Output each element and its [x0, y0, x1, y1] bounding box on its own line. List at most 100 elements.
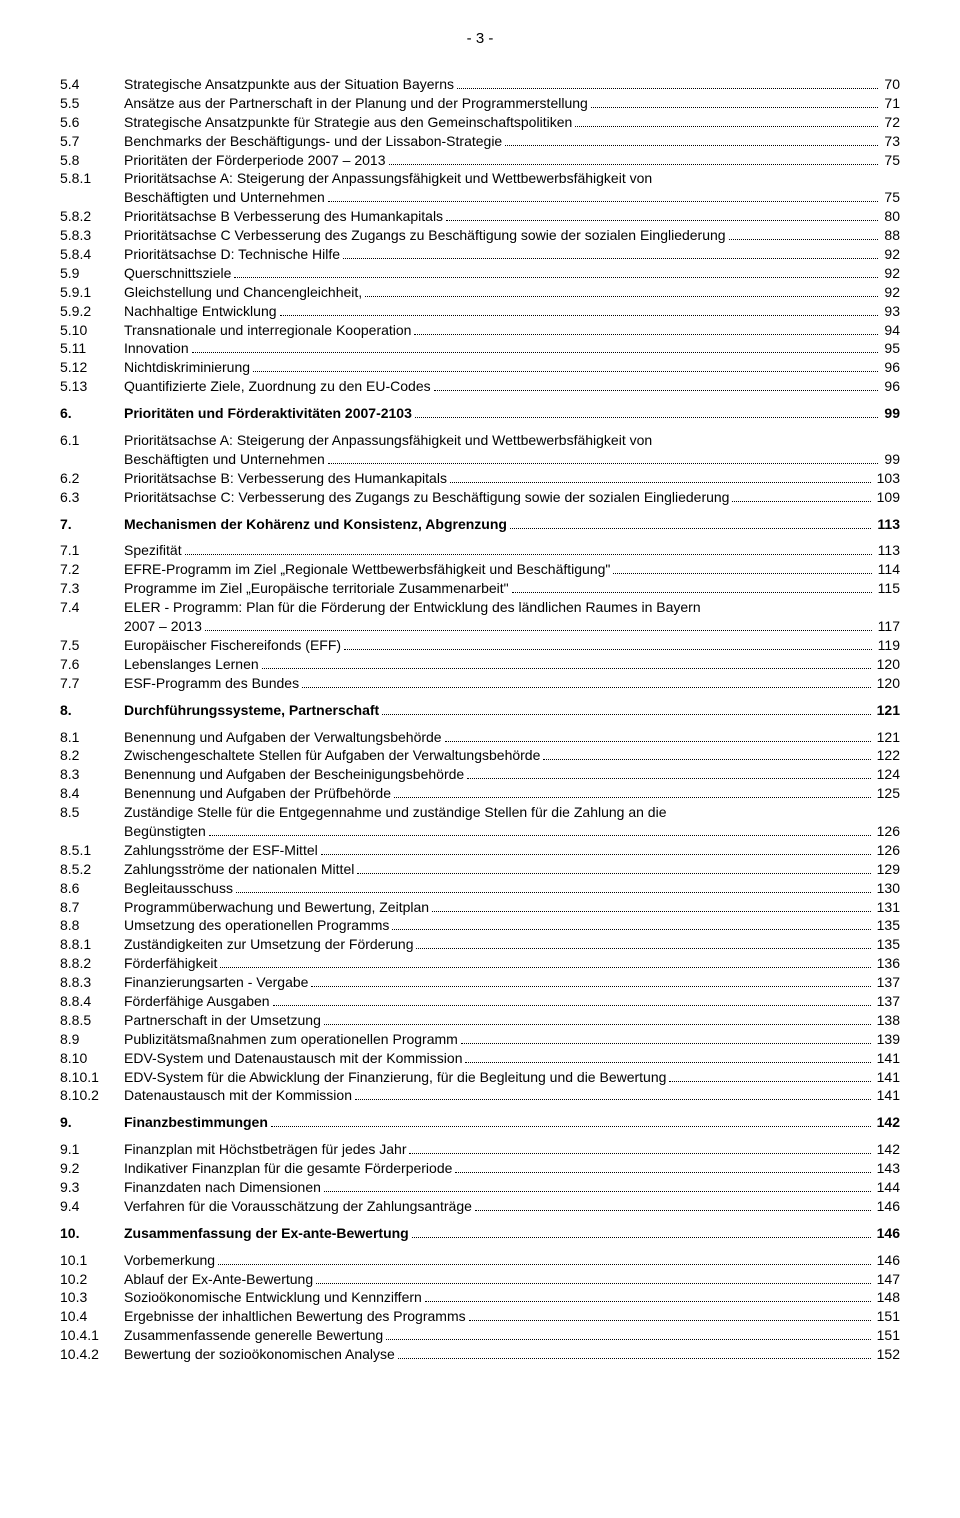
toc-entry: 5.11Innovation95 [60, 339, 900, 358]
toc-entry: 8.2Zwischengeschaltete Stellen für Aufga… [60, 746, 900, 765]
toc-leader [234, 267, 878, 278]
toc-leader [432, 901, 871, 912]
toc-title: Prioritätsachse A: Steigerung der Anpass… [124, 169, 652, 188]
toc-leader [455, 1162, 870, 1173]
toc-leader [253, 362, 878, 373]
toc-page: 73 [882, 132, 900, 151]
toc-entry: 6.3Prioritätsachse C: Verbesserung des Z… [60, 488, 900, 507]
toc-entry: 10.4.1Zusammenfassende generelle Bewertu… [60, 1326, 900, 1345]
toc-title: Prioritätsachse D: Technische Hilfe [124, 245, 340, 264]
toc-title: Sozioökonomische Entwicklung und Kennzif… [124, 1288, 422, 1307]
toc-entry-continuation: Beschäftigten und Unternehmen99 [60, 450, 900, 469]
toc-entry: 8.6Begleitausschuss130 [60, 879, 900, 898]
toc-leader [382, 704, 870, 715]
toc-entry: 9.1Finanzplan mit Höchstbeträgen für jed… [60, 1140, 900, 1159]
toc-page: 138 [875, 1011, 900, 1030]
toc-page: 96 [882, 358, 900, 377]
toc-page: 120 [875, 674, 900, 693]
toc-leader [316, 1273, 871, 1284]
toc-title: Prioritätsachse C: Verbesserung des Zuga… [124, 488, 729, 507]
toc-number: 7.5 [60, 636, 124, 655]
toc-page: 96 [882, 377, 900, 396]
toc-leader [271, 1117, 871, 1128]
toc-page: 135 [875, 916, 900, 935]
toc-page: 130 [875, 879, 900, 898]
toc-number: 10.4.1 [60, 1326, 124, 1345]
toc-leader [344, 639, 872, 650]
toc-entry: 7.3Programme im Ziel „Europäische territ… [60, 579, 900, 598]
toc-leader [357, 863, 870, 874]
toc-title: Benchmarks der Beschäftigungs- und der L… [124, 132, 502, 151]
toc-leader [280, 305, 879, 316]
toc-entry: 6.1Prioritätsachse A: Steigerung der Anp… [60, 431, 900, 450]
toc-title: Prioritätsachse B: Verbesserung des Huma… [124, 469, 447, 488]
toc-page: 121 [875, 701, 900, 720]
toc-leader [392, 920, 870, 931]
toc-leader [311, 976, 870, 987]
toc-page: 119 [876, 636, 900, 655]
toc-title: Benennung und Aufgaben der Prüfbehörde [124, 784, 391, 803]
toc-number: 5.13 [60, 377, 124, 396]
toc-number: 8.9 [60, 1030, 124, 1049]
toc-number: 5.12 [60, 358, 124, 377]
toc-leader [386, 1329, 870, 1340]
toc-title: Indikativer Finanzplan für die gesamte F… [124, 1159, 452, 1178]
toc-entry-continuation: 2007 – 2013117 [60, 617, 900, 636]
toc-number: 8.8 [60, 916, 124, 935]
toc-entry: 5.8.2Prioritätsachse B Verbesserung des … [60, 207, 900, 226]
toc-entry: 5.4Strategische Ansatzpunkte aus der Sit… [60, 75, 900, 94]
toc-title: Partnerschaft in der Umsetzung [124, 1011, 321, 1030]
toc-page: 126 [875, 841, 900, 860]
toc-number: 5.7 [60, 132, 124, 151]
toc-page: 144 [875, 1178, 900, 1197]
toc-entry: 5.5Ansätze aus der Partnerschaft in der … [60, 94, 900, 113]
toc-number: 8.5 [60, 803, 124, 822]
toc-page: 92 [882, 283, 900, 302]
toc-entry: 9.3Finanzdaten nach Dimensionen144 [60, 1178, 900, 1197]
toc-title: EDV-System und Datenaustausch mit der Ko… [124, 1049, 462, 1068]
toc-entry: 6.Prioritäten und Förderaktivitäten 2007… [60, 404, 900, 423]
toc-number: 5.5 [60, 94, 124, 113]
toc-entry: 9.2Indikativer Finanzplan für die gesamt… [60, 1159, 900, 1178]
toc-leader [324, 1181, 871, 1192]
toc-number: 10.2 [60, 1270, 124, 1289]
toc-title: Datenaustausch mit der Kommission [124, 1086, 352, 1105]
toc-entry: 8.8.5Partnerschaft in der Umsetzung138 [60, 1011, 900, 1030]
toc-title: Quantifizierte Ziele, Zuordnung zu den E… [124, 377, 431, 396]
toc-page: 142 [875, 1113, 900, 1132]
toc-entry-continuation: Begünstigten126 [60, 822, 900, 841]
toc-leader [434, 380, 879, 391]
toc-page: 117 [876, 617, 900, 636]
toc-leader [398, 1348, 871, 1359]
toc-leader [414, 324, 878, 335]
toc-number: 5.8.3 [60, 226, 124, 245]
toc-page: 71 [882, 94, 900, 113]
toc-title: Finanzbestimmungen [124, 1113, 268, 1132]
toc-page: 72 [882, 113, 900, 132]
toc-number: 7.1 [60, 541, 124, 560]
toc-number: 7.4 [60, 598, 124, 617]
toc-leader [575, 116, 878, 127]
toc-entry: 10.3Sozioökonomische Entwicklung und Ken… [60, 1288, 900, 1307]
toc-title: Ergebnisse der inhaltlichen Bewertung de… [124, 1307, 466, 1326]
toc-entry: 8.8.2Förderfähigkeit136 [60, 954, 900, 973]
toc-page: 122 [875, 746, 900, 765]
toc-title: Zuständige Stelle für die Entgegennahme … [124, 803, 667, 822]
toc-leader [209, 825, 871, 836]
toc-number: 6.1 [60, 431, 124, 450]
toc-title: Verfahren für die Vorausschätzung der Za… [124, 1197, 472, 1216]
toc-page: 142 [875, 1140, 900, 1159]
toc-title: Finanzdaten nach Dimensionen [124, 1178, 321, 1197]
toc-page: 152 [875, 1345, 900, 1364]
toc-number: 5.4 [60, 75, 124, 94]
toc-page: 114 [876, 560, 900, 579]
toc-leader [416, 939, 870, 950]
toc-title: Zahlungsströme der nationalen Mittel [124, 860, 354, 879]
toc-number: 9.1 [60, 1140, 124, 1159]
toc-number: 8.1 [60, 728, 124, 747]
toc-leader [505, 135, 878, 146]
toc-page: 75 [882, 188, 900, 207]
toc-entry: 8.8Umsetzung des operationellen Programm… [60, 916, 900, 935]
toc-title: Querschnittsziele [124, 264, 231, 283]
toc-entry: 9.4Verfahren für die Vorausschätzung der… [60, 1197, 900, 1216]
